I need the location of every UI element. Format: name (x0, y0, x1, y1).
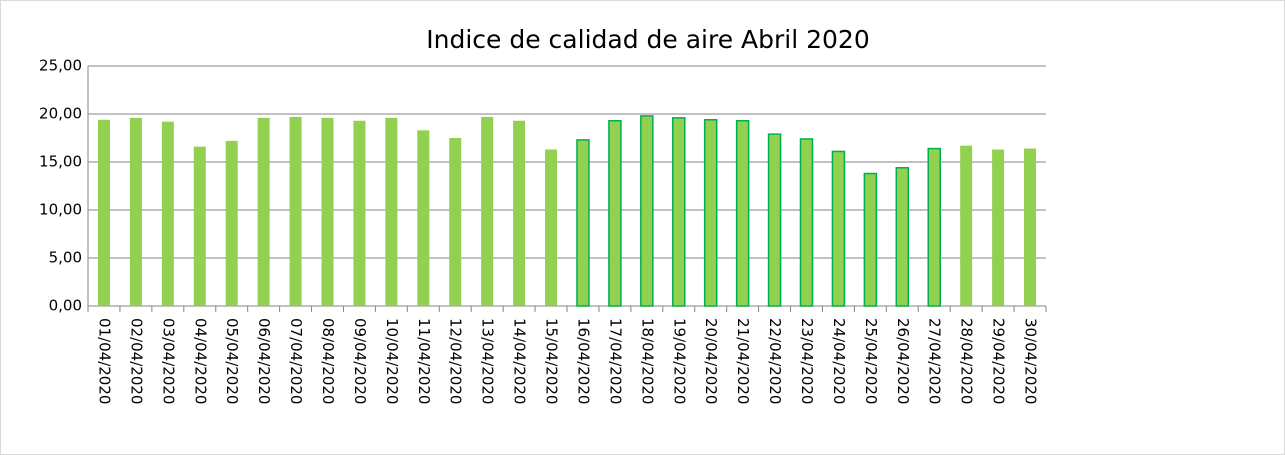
bar (576, 139, 590, 307)
bar (161, 121, 174, 307)
x-tick-label: 14/04/2020 (511, 318, 529, 404)
x-tick-label: 23/04/2020 (798, 318, 816, 404)
bar (960, 145, 973, 306)
x-tick-label: 24/04/2020 (830, 318, 848, 404)
x-tick-label: 03/04/2020 (159, 318, 177, 404)
bar (545, 149, 558, 306)
bar (767, 133, 782, 307)
x-tick-label: 06/04/2020 (255, 318, 273, 404)
x-tick-label: 26/04/2020 (894, 318, 912, 404)
bar (289, 116, 302, 306)
x-tick-label: 11/04/2020 (415, 318, 433, 404)
bar (129, 117, 142, 306)
x-tick-label: 17/04/2020 (606, 318, 624, 404)
x-tick-label: 20/04/2020 (702, 318, 720, 404)
bar (513, 120, 526, 306)
x-tick-label: 28/04/2020 (958, 318, 976, 404)
x-tick-label: 25/04/2020 (862, 318, 880, 404)
bar (703, 119, 718, 307)
bar (992, 149, 1005, 306)
x-tick-label: 29/04/2020 (990, 318, 1008, 404)
x-tick-label: 15/04/2020 (543, 318, 561, 404)
x-tick-label: 05/04/2020 (223, 318, 241, 404)
bar (1024, 148, 1037, 306)
x-tick-label: 01/04/2020 (95, 318, 113, 404)
x-tick-label: 02/04/2020 (127, 318, 145, 404)
bar (831, 150, 846, 307)
bar (97, 119, 110, 306)
bar (640, 115, 654, 307)
x-tick-label: 16/04/2020 (574, 318, 592, 404)
x-tick-label: 19/04/2020 (670, 318, 688, 404)
x-tick-label: 10/04/2020 (383, 318, 401, 404)
x-tick-label: 21/04/2020 (734, 318, 752, 404)
bar (799, 138, 814, 307)
y-tick-label: 20,00 (39, 105, 82, 123)
x-tick-label: 08/04/2020 (319, 318, 337, 404)
x-tick-label: 04/04/2020 (191, 318, 209, 404)
bar (863, 172, 878, 307)
bar (385, 117, 398, 306)
bar (417, 130, 430, 306)
x-tick-label: 13/04/2020 (479, 318, 497, 404)
y-tick-label: 15,00 (39, 153, 82, 171)
x-tick-label: 22/04/2020 (766, 318, 784, 404)
x-tick-label: 12/04/2020 (447, 318, 465, 404)
x-tick-label: 18/04/2020 (638, 318, 656, 404)
x-tick-label: 07/04/2020 (287, 318, 305, 404)
x-tick-label: 30/04/2020 (1022, 318, 1040, 404)
x-tick-label: 27/04/2020 (926, 318, 944, 404)
bar (672, 117, 686, 307)
y-tick-label: 25,00 (39, 57, 82, 75)
bar (735, 119, 750, 307)
bar (608, 119, 622, 307)
bar (449, 138, 462, 306)
bar (353, 120, 366, 306)
y-tick-label: 10,00 (39, 201, 82, 219)
bar (927, 147, 941, 307)
bar (481, 116, 494, 306)
y-tick-label: 5,00 (49, 249, 82, 267)
y-tick-label: 0,00 (49, 297, 82, 315)
bar (257, 117, 270, 306)
bar (895, 167, 910, 307)
x-tick-label: 09/04/2020 (351, 318, 369, 404)
bar (193, 146, 206, 306)
bar (321, 117, 334, 306)
chart-title: Indice de calidad de aire Abril 2020 (426, 25, 870, 54)
bar (225, 140, 238, 306)
